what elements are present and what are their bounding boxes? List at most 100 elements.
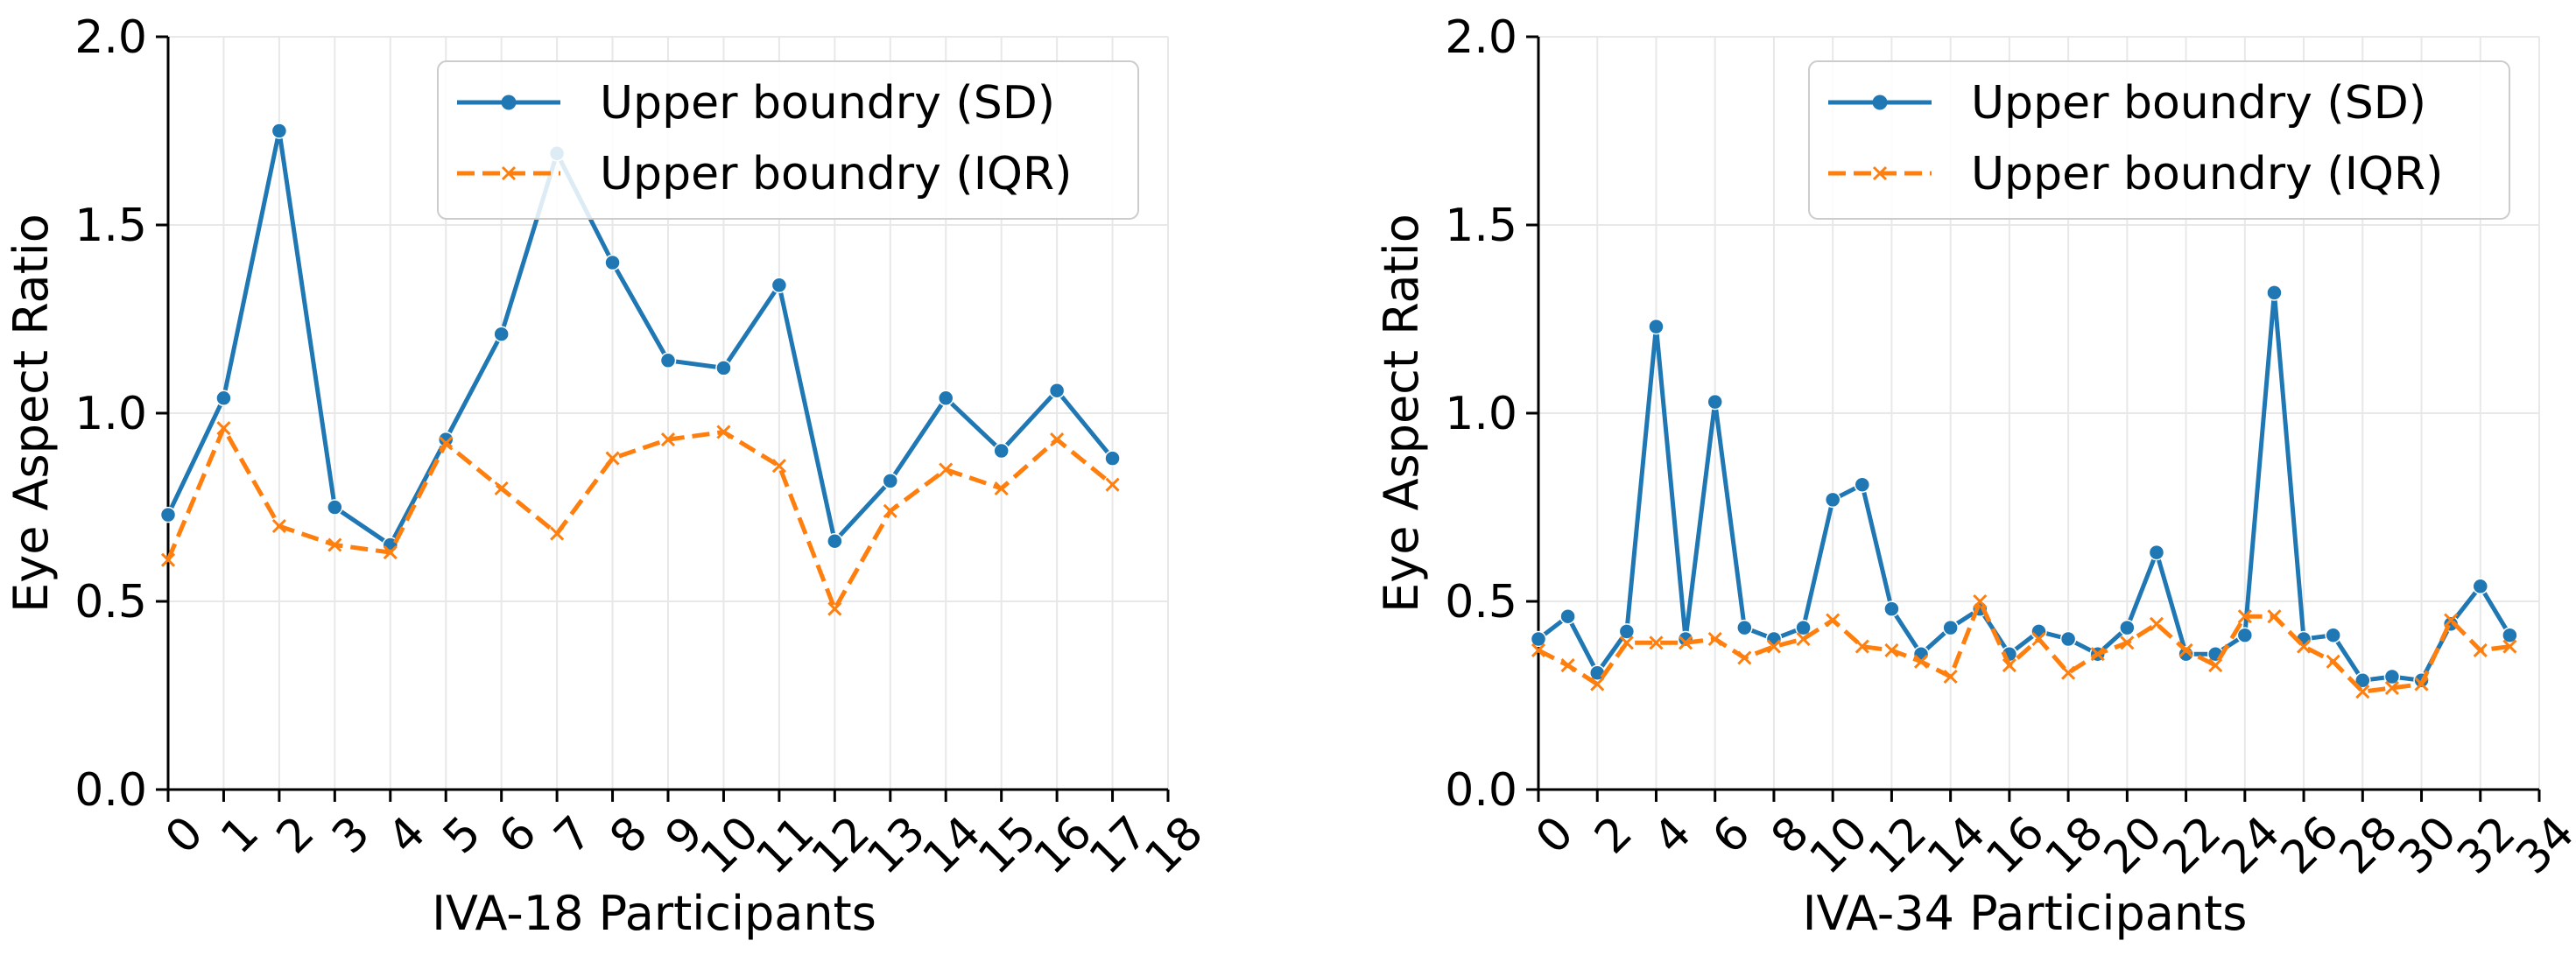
x-tick-label: 1 xyxy=(211,806,269,864)
data-point xyxy=(1736,619,1753,636)
data-point xyxy=(1104,450,1121,467)
data-point xyxy=(383,545,398,560)
series-iqr xyxy=(160,421,1120,616)
data-point xyxy=(660,432,676,447)
data-point xyxy=(882,473,899,489)
data-point xyxy=(159,506,177,523)
data-point xyxy=(2326,654,2340,669)
data-point xyxy=(1913,654,1929,669)
series-line xyxy=(165,425,1115,612)
data-point xyxy=(2325,627,2341,643)
data-point xyxy=(1883,600,1900,617)
data-point xyxy=(1737,650,1752,665)
data-point xyxy=(715,360,732,376)
data-point xyxy=(1796,631,1811,647)
x-axis-label: IVA-18 Participants xyxy=(432,886,876,941)
x-tick-label: 6 xyxy=(489,806,547,864)
data-point xyxy=(827,532,843,550)
data-point xyxy=(1884,643,1899,657)
data-point xyxy=(327,499,343,516)
data-point xyxy=(937,390,954,407)
data-point xyxy=(2473,643,2488,657)
data-point xyxy=(2296,639,2312,654)
data-point xyxy=(1824,491,1841,509)
x-tick-label: 4 xyxy=(1643,806,1701,864)
data-point xyxy=(1619,635,1634,650)
data-point xyxy=(216,421,231,436)
series-sd xyxy=(159,123,1121,553)
data-point xyxy=(271,123,288,139)
y-tick-label: 1.0 xyxy=(74,388,147,440)
data-point xyxy=(1530,630,1547,648)
data-point xyxy=(2384,680,2399,695)
data-point xyxy=(1618,623,1636,640)
y-axis-label: Eye Aspect Ratio xyxy=(1374,214,1429,613)
data-point xyxy=(2502,627,2518,643)
data-point xyxy=(1559,607,1576,625)
data-point xyxy=(771,277,788,294)
legend-marker xyxy=(501,165,517,181)
data-point xyxy=(2472,578,2489,595)
data-point xyxy=(1679,635,1693,650)
data-point xyxy=(1105,477,1120,492)
legend-marker xyxy=(1872,165,1888,181)
data-point xyxy=(827,601,842,616)
y-tick-label: 1.5 xyxy=(74,200,147,252)
x-tick-label: 0 xyxy=(156,806,214,864)
data-point xyxy=(604,254,621,271)
legend-label: Upper boundry (SD) xyxy=(600,77,1055,130)
data-point xyxy=(160,552,176,567)
data-point xyxy=(1973,593,1988,609)
legend-marker xyxy=(501,95,517,110)
data-point xyxy=(2149,616,2164,631)
data-point xyxy=(2237,609,2252,624)
y-tick-label: 0.0 xyxy=(74,764,147,817)
data-point xyxy=(2090,647,2105,662)
data-point xyxy=(2236,627,2254,643)
x-tick-label: 5 xyxy=(433,806,491,864)
data-point xyxy=(2059,630,2077,648)
data-point xyxy=(2119,619,2136,636)
data-point xyxy=(605,451,620,466)
series-line xyxy=(165,129,1115,547)
data-point xyxy=(993,442,1010,460)
data-point xyxy=(1707,631,1722,647)
data-point xyxy=(2502,639,2517,654)
data-point xyxy=(2031,623,2047,640)
x-tick-label: 3 xyxy=(322,806,380,864)
series-sd xyxy=(1530,284,2518,689)
x-tick-label: 0 xyxy=(1526,806,1584,864)
y-tick-label: 0.5 xyxy=(74,576,147,628)
data-point xyxy=(215,390,232,407)
data-point xyxy=(2383,668,2401,685)
data-point xyxy=(1648,318,1665,335)
data-point xyxy=(1826,613,1841,628)
data-point xyxy=(1649,635,1664,650)
legend-label: Upper boundry (SD) xyxy=(1971,77,2426,130)
data-point xyxy=(2267,609,2282,624)
data-point xyxy=(939,462,954,477)
data-point xyxy=(271,518,286,534)
legend-box xyxy=(1808,60,2510,220)
data-point xyxy=(1590,677,1605,692)
data-point xyxy=(2266,284,2283,301)
x-tick-label: 4 xyxy=(378,806,436,864)
series-line xyxy=(1537,290,2512,683)
series-iqr xyxy=(1531,593,2517,699)
legend-label: Upper boundry (IQR) xyxy=(1971,148,2443,200)
data-point xyxy=(1942,619,1959,636)
x-tick-label: 7 xyxy=(545,806,602,864)
legend-marker xyxy=(1872,95,1888,110)
x-tick-label: 6 xyxy=(1703,806,1761,864)
legend: Upper boundry (SD) Upper boundry (IQR) xyxy=(437,60,1139,220)
y-tick-label: 0.0 xyxy=(1445,764,1517,817)
data-point xyxy=(494,481,509,496)
data-point xyxy=(2148,544,2165,561)
data-point xyxy=(716,425,731,439)
data-point xyxy=(2354,672,2371,689)
x-tick-label: 8 xyxy=(601,806,658,864)
y-tick-label: 1.5 xyxy=(1445,200,1517,252)
data-point xyxy=(771,459,786,474)
